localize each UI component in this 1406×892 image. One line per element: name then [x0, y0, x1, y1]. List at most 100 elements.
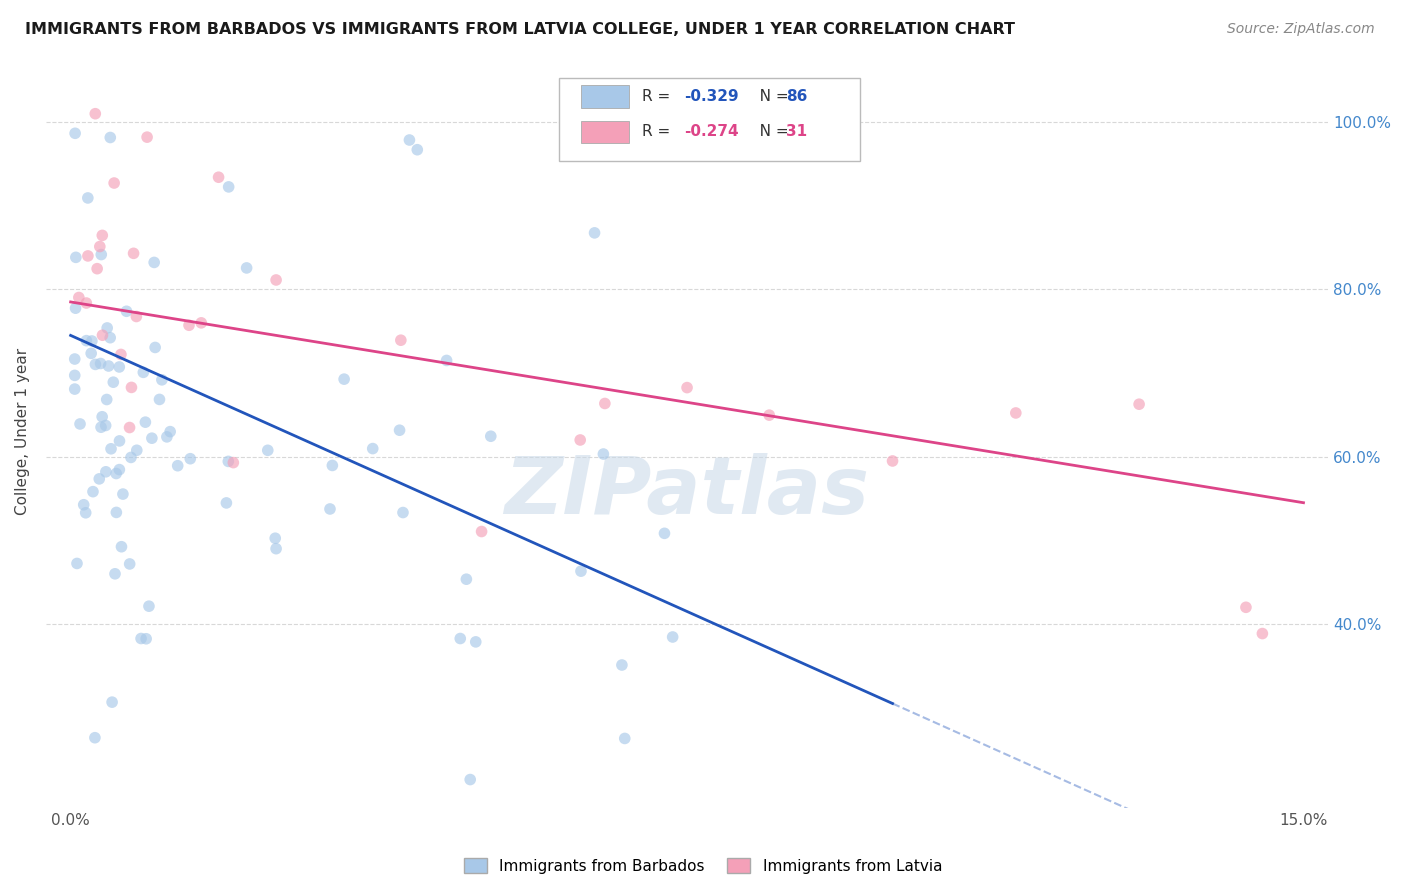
- Point: [66, 557, 89, 571]
- Point: [613, 731, 636, 746]
- Point: [143, 341, 166, 355]
- Point: [98, 331, 121, 345]
- Point: [235, 260, 257, 275]
- Point: [321, 458, 343, 473]
- FancyBboxPatch shape: [581, 120, 630, 144]
- Point: [91, 228, 114, 243]
- Text: N =: N =: [745, 125, 793, 139]
- Point: [63, 368, 86, 383]
- Point: [69, 417, 91, 431]
- Point: [105, 505, 128, 519]
- Point: [120, 450, 142, 465]
- Point: [177, 318, 200, 333]
- Point: [89, 472, 111, 486]
- Point: [76, 191, 98, 205]
- Point: [101, 695, 124, 709]
- Point: [129, 632, 152, 646]
- Point: [65, 251, 87, 265]
- Text: -0.329: -0.329: [685, 89, 740, 104]
- Point: [218, 180, 240, 194]
- Point: [63, 382, 86, 396]
- Point: [110, 347, 132, 361]
- Point: [90, 247, 112, 261]
- Point: [138, 599, 160, 614]
- Point: [96, 321, 118, 335]
- Point: [134, 415, 156, 429]
- Point: [94, 418, 117, 433]
- Point: [104, 566, 127, 581]
- Point: [1004, 406, 1026, 420]
- Point: [136, 130, 159, 145]
- Point: [471, 524, 494, 539]
- Point: [115, 304, 138, 318]
- Point: [122, 246, 145, 260]
- Point: [190, 316, 212, 330]
- Point: [222, 456, 245, 470]
- Point: [583, 226, 606, 240]
- Point: [132, 365, 155, 379]
- Point: [1251, 626, 1274, 640]
- Point: [406, 143, 429, 157]
- Text: R =: R =: [643, 89, 675, 104]
- Point: [110, 540, 132, 554]
- Point: [80, 346, 103, 360]
- Point: [479, 429, 502, 443]
- Point: [125, 443, 148, 458]
- Point: [118, 420, 141, 434]
- Point: [256, 443, 278, 458]
- FancyBboxPatch shape: [558, 78, 860, 161]
- Point: [264, 531, 287, 545]
- Point: [108, 359, 131, 374]
- Text: N =: N =: [745, 89, 793, 104]
- Point: [75, 296, 97, 310]
- Point: [80, 334, 103, 348]
- Point: [96, 392, 118, 407]
- Point: [449, 632, 471, 646]
- Legend: Immigrants from Barbados, Immigrants from Latvia: Immigrants from Barbados, Immigrants fro…: [458, 852, 948, 880]
- Point: [86, 261, 108, 276]
- Point: [73, 498, 96, 512]
- Point: [215, 496, 238, 510]
- Point: [593, 396, 616, 410]
- FancyBboxPatch shape: [581, 86, 630, 108]
- Point: [458, 772, 481, 787]
- Point: [388, 423, 411, 437]
- Point: [108, 462, 131, 476]
- Point: [1234, 600, 1257, 615]
- Point: [65, 301, 87, 316]
- Point: [98, 130, 121, 145]
- Point: [654, 526, 676, 541]
- Point: [75, 334, 97, 348]
- Point: [89, 239, 111, 253]
- Text: Source: ZipAtlas.com: Source: ZipAtlas.com: [1227, 22, 1375, 37]
- Point: [100, 442, 122, 456]
- Point: [319, 502, 342, 516]
- Point: [333, 372, 356, 386]
- Point: [84, 106, 107, 120]
- Point: [63, 351, 86, 366]
- Point: [143, 255, 166, 269]
- Point: [166, 458, 188, 473]
- Point: [118, 557, 141, 571]
- Point: [135, 632, 157, 646]
- Point: [103, 176, 125, 190]
- Y-axis label: College, Under 1 year: College, Under 1 year: [15, 348, 30, 516]
- Point: [676, 381, 699, 395]
- Point: [1128, 397, 1150, 411]
- Point: [610, 658, 633, 673]
- Point: [97, 359, 120, 373]
- Point: [77, 249, 100, 263]
- Point: [392, 506, 415, 520]
- Point: [661, 630, 683, 644]
- Point: [456, 572, 478, 586]
- Point: [758, 408, 780, 422]
- Point: [84, 358, 107, 372]
- Point: [569, 433, 592, 447]
- Point: [569, 564, 592, 578]
- Text: IMMIGRANTS FROM BARBADOS VS IMMIGRANTS FROM LATVIA COLLEGE, UNDER 1 YEAR CORRELA: IMMIGRANTS FROM BARBADOS VS IMMIGRANTS F…: [25, 22, 1015, 37]
- Point: [264, 541, 287, 556]
- Point: [436, 353, 458, 368]
- Point: [141, 431, 163, 445]
- Point: [179, 451, 201, 466]
- Point: [592, 447, 614, 461]
